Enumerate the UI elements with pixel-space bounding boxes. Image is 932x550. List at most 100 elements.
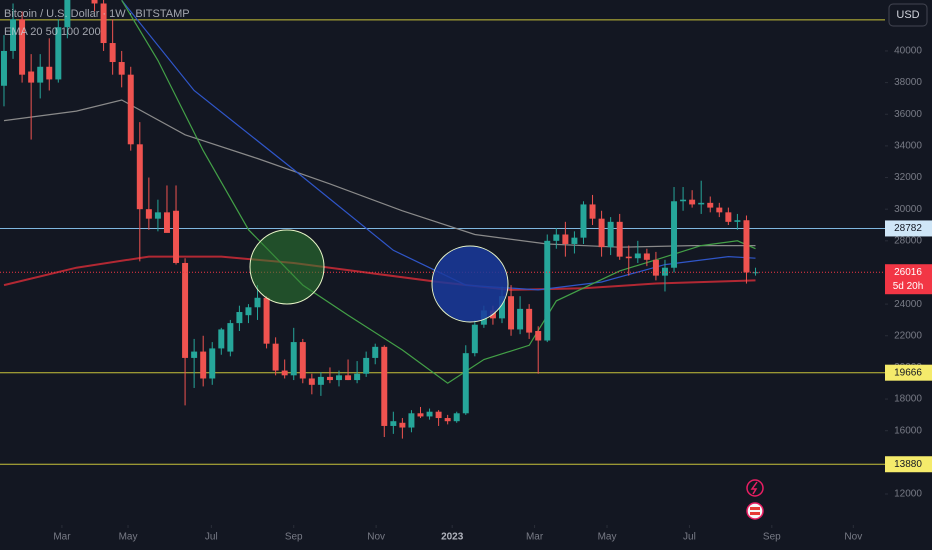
flag-icon-stripe	[750, 507, 760, 510]
candle-body	[426, 411, 433, 417]
candle-body	[272, 343, 279, 371]
alert-icon-bolt	[750, 481, 758, 495]
candle-body	[580, 204, 587, 238]
level-label: 13880	[894, 459, 922, 470]
x-tick-label: Jul	[683, 532, 696, 543]
candle-body	[118, 62, 125, 75]
candle-body	[64, 0, 71, 28]
candle-body	[317, 376, 324, 385]
candle-body	[200, 351, 207, 379]
candle-body	[127, 74, 134, 145]
x-tick-label: Sep	[285, 532, 303, 543]
x-tick-label: Mar	[526, 532, 544, 543]
level-label: 19666	[894, 367, 922, 378]
level-label-bg	[885, 364, 932, 381]
bar-countdown: 5d 20h	[893, 281, 924, 292]
candle-body	[100, 3, 107, 44]
level-label-bg	[885, 456, 932, 473]
candle-body	[263, 297, 270, 344]
alert-icon[interactable]	[746, 479, 764, 497]
y-tick-label: 34000	[894, 141, 922, 152]
candle-body	[508, 296, 515, 330]
candle-body	[643, 253, 650, 260]
y-tick-label: 12000	[894, 489, 922, 500]
y-tick-label: 38000	[894, 77, 922, 88]
candle-body	[326, 376, 333, 381]
x-tick-label: Mar	[53, 532, 71, 543]
candle-body	[408, 413, 415, 428]
candle-body	[381, 346, 388, 426]
candle-body	[562, 234, 569, 244]
x-tick-label: Nov	[367, 532, 385, 543]
candle-body	[689, 199, 696, 205]
currency-label: USD	[896, 9, 919, 21]
candle-body	[145, 209, 152, 219]
price-axis: 1200014000160001800020000220002400026000…	[885, 46, 932, 500]
candle-body	[462, 353, 469, 414]
y-tick-label: 36000	[894, 109, 922, 120]
candle-body	[399, 422, 406, 428]
candle-body	[345, 375, 352, 381]
candle-body	[707, 202, 714, 208]
candle-body	[19, 19, 26, 75]
candle-body	[336, 375, 342, 381]
candle-body	[571, 237, 578, 244]
candle-body	[607, 221, 614, 248]
x-tick-label: 2023	[441, 532, 464, 543]
candle-body	[743, 220, 750, 273]
candle-body	[417, 413, 424, 417]
candle-body	[227, 323, 234, 352]
level-label-bg	[885, 220, 932, 237]
candle-body	[598, 218, 605, 248]
candle-body	[716, 207, 723, 213]
candle-body	[698, 202, 705, 205]
y-tick-label: 30000	[894, 204, 922, 215]
candle-body	[281, 370, 288, 376]
candle-body	[163, 212, 170, 233]
flag-icon-stripe	[750, 512, 760, 515]
candle-body	[191, 351, 198, 358]
candle-body	[616, 221, 623, 257]
y-tick-label: 32000	[894, 172, 922, 183]
highlight-circle	[249, 229, 325, 305]
x-tick-label: May	[119, 532, 138, 543]
moving-average-line	[3, 99, 756, 248]
candle-body	[245, 307, 252, 316]
candle-body	[589, 204, 596, 219]
candle-body	[91, 0, 98, 4]
candle-body	[154, 212, 161, 219]
chart-title: Bitcoin / U.S. Dollar · 1W · BITSTAMP	[4, 8, 190, 20]
last-price-label: 26016	[894, 267, 922, 278]
candle-body	[625, 256, 632, 259]
candle-body	[661, 267, 668, 276]
x-tick-label: May	[598, 532, 617, 543]
candle-body	[471, 324, 478, 354]
candle-body	[182, 262, 189, 358]
y-tick-label: 24000	[894, 299, 922, 310]
y-tick-label: 16000	[894, 425, 922, 436]
candle-body	[363, 357, 370, 374]
candle-body	[109, 43, 116, 63]
flag-icon[interactable]	[746, 502, 764, 520]
candle-body	[236, 312, 243, 324]
candle-body	[372, 346, 379, 358]
candle-body	[553, 234, 560, 241]
y-tick-label: 18000	[894, 394, 922, 405]
candle-body	[209, 348, 216, 379]
candle-body	[535, 331, 542, 341]
plot-area	[0, 0, 885, 465]
y-tick-label: 40000	[894, 46, 922, 57]
candle-body	[354, 373, 361, 381]
currency-button[interactable]	[888, 3, 928, 27]
candle-body	[725, 212, 732, 222]
candle-body	[299, 342, 306, 379]
candle-body	[734, 220, 741, 222]
candle-body	[308, 378, 315, 385]
candle-body	[652, 259, 659, 276]
candle-body	[499, 296, 505, 319]
candle-body	[173, 210, 180, 263]
x-tick-label: Jul	[205, 532, 218, 543]
candle-body	[444, 418, 451, 422]
